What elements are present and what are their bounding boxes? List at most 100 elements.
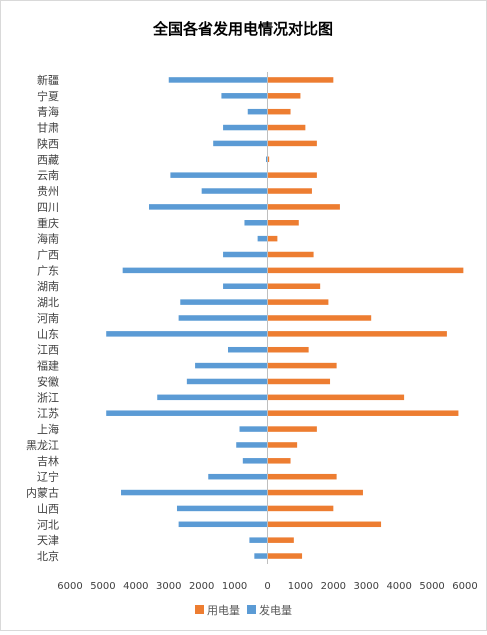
bar-usage [267,315,372,321]
category-label: 河南 [37,312,59,325]
category-label: 北京 [37,549,59,563]
bar-generation [168,77,268,83]
bar-usage [267,283,321,289]
bar-generation [223,124,268,131]
bars-layer [106,77,464,559]
category-label: 辽宁 [37,470,59,484]
bar-usage [267,124,306,131]
legend-label-usage: 用电量 [207,604,240,617]
bar-generation [257,235,268,242]
bar-usage [267,458,291,464]
category-label: 山东 [37,328,59,341]
bar-generation [180,299,268,305]
category-label: 江苏 [37,407,59,420]
bar-usage [267,220,299,226]
bar-usage [267,235,278,242]
x-tick-label: 6000 [452,581,477,592]
category-label: 湖南 [37,280,59,293]
bar-generation [242,458,268,464]
bar-usage [267,410,459,416]
category-label: 广西 [37,249,59,262]
bar-usage [267,489,363,496]
bar-usage [267,505,334,512]
bar-generation [106,410,268,416]
bar-generation [122,267,268,274]
x-tick-label: 1000 [222,581,247,592]
bar-generation [176,505,268,512]
bar-generation [213,140,268,147]
category-labels: 新疆宁夏青海甘肃陕西西藏云南贵州四川重庆海南广西广东湖南湖北河南山东江西福建安徽… [26,73,59,563]
category-label: 浙江 [37,391,59,404]
bar-generation [247,108,268,115]
category-label: 天津 [37,534,59,547]
bar-generation [223,283,268,289]
bar-usage [267,426,317,432]
bar-generation [195,362,268,369]
legend-swatch-generation [247,605,256,614]
legend-label-generation: 发电量 [259,603,292,617]
bar-usage [267,473,337,480]
category-label: 安徽 [37,374,59,388]
bar-usage [267,537,294,543]
bar-usage [267,156,270,163]
bar-usage [267,521,382,528]
category-label: 福建 [37,359,59,373]
x-tick-label: 4000 [123,581,148,592]
bar-generation [157,394,268,401]
category-label: 河北 [37,518,59,531]
category-label: 湖北 [37,296,59,309]
bar-generation [178,521,268,528]
bar-usage [267,299,329,305]
bar-generation [178,315,268,321]
category-label: 海南 [37,232,59,246]
bar-generation [223,251,268,258]
chart-title: 全国各省发用电情况对比图 [152,20,333,38]
bar-usage [267,108,291,115]
category-label: 重庆 [37,216,59,230]
bar-usage [267,346,309,353]
bar-generation [239,426,268,432]
category-label: 山西 [37,502,59,515]
bar-usage [267,172,317,178]
x-tick-label: 3000 [354,581,379,592]
category-label: 云南 [37,169,59,182]
x-tick-label: 6000 [57,581,82,592]
bar-generation [236,442,268,448]
bar-usage [267,378,331,385]
category-label: 贵州 [37,185,59,198]
bar-generation [249,537,268,543]
bar-usage [267,394,405,401]
x-tick-label: 4000 [386,581,411,592]
bar-generation [221,93,268,99]
bar-usage [267,93,301,99]
bar-usage [267,362,337,369]
legend-swatch-usage [195,605,204,614]
bar-generation [106,331,268,337]
bar-usage [267,77,334,83]
bar-generation [201,188,268,194]
x-tick-label: 5000 [419,581,444,592]
category-label: 甘肃 [37,122,59,135]
bar-generation [208,473,268,480]
category-label: 内蒙古 [26,486,59,500]
bar-generation [149,204,268,210]
bar-generation [170,172,268,178]
bar-usage [267,251,314,258]
category-label: 广东 [37,264,59,277]
bar-usage [267,204,340,210]
category-label: 吉林 [37,454,59,468]
x-tick-labels: 6000 5000 4000 3000 2000 1000 0 1000 2000 3000 400… [57,581,477,592]
bar-generation [244,220,268,226]
category-label: 四川 [37,201,59,214]
category-label: 青海 [37,105,59,119]
bar-usage [267,267,464,274]
bar-usage [267,331,447,337]
category-label: 黑龙江 [26,439,59,452]
x-tick-label: 2000 [189,581,214,592]
bar-generation [254,553,268,559]
bar-generation [186,378,268,385]
category-label: 西藏 [37,153,59,166]
bar-usage [267,188,312,194]
